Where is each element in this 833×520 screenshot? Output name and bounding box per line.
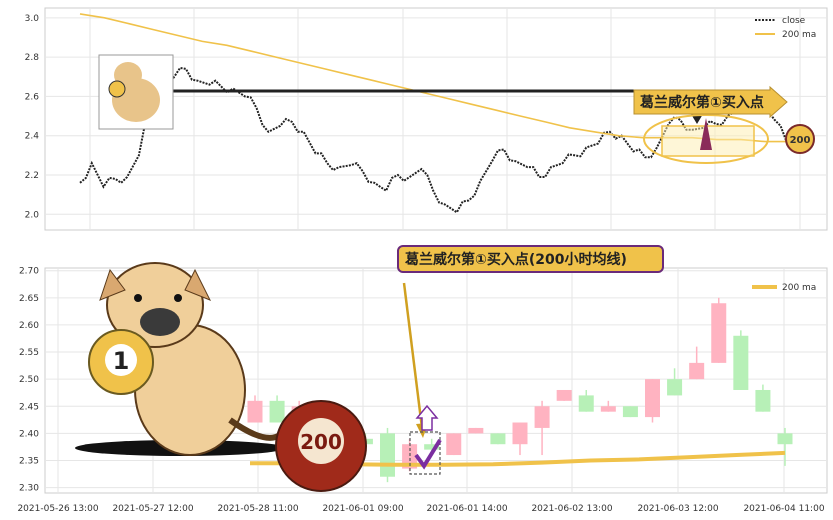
bottom-ytick-label: 2.65 (19, 294, 39, 304)
top-ytick-label: 2.6 (25, 92, 40, 102)
ball-200-small-icon (785, 124, 815, 154)
candle-body (424, 444, 440, 450)
bottom-xtick-label: 2021-06-03 12:00 (637, 504, 718, 514)
bottom-xtick-label: 2021-05-27 12:00 (112, 504, 193, 514)
bottom-xtick-label: 2021-06-01 14:00 (426, 504, 507, 514)
top-ytick-label: 2.4 (25, 132, 40, 142)
bottom-ytick-label: 2.35 (19, 456, 39, 466)
top-ytick-label: 3.0 (25, 14, 40, 24)
candle-body (667, 379, 683, 396)
bottom-xtick-label: 2021-06-02 13:00 (531, 504, 612, 514)
ball-200-small-label: 200 (790, 135, 811, 146)
legend-ma-label: 200 ma (782, 30, 816, 40)
bottom-ytick-label: 2.30 (19, 484, 39, 494)
bottom-callout-text: 葛兰威尔第①买入点(200小时均线) (404, 251, 627, 268)
candle-body (600, 406, 616, 412)
bottom-callout-box (397, 245, 664, 273)
bottom-legend-label: 200 ma (782, 283, 816, 293)
candle-body (711, 303, 727, 363)
top-ytick-label: 2.0 (25, 210, 40, 220)
check-mark-icon (414, 438, 442, 470)
candle-body (468, 427, 484, 434)
candle-body (490, 433, 506, 445)
bottom-ytick-label: 2.70 (19, 267, 39, 277)
candle-body (622, 406, 638, 418)
top-buy-marker (700, 118, 712, 150)
candle-body (402, 444, 418, 469)
bottom-xtick-label: 2021-06-04 11:00 (743, 504, 824, 514)
bottom-ytick-label: 2.45 (19, 402, 39, 412)
dog-thumbnail-icon (98, 54, 174, 130)
bottom-ytick-label: 2.60 (19, 321, 39, 331)
bottom-xtick-label: 2021-06-01 09:00 (322, 504, 403, 514)
top-ytick-label: 2.8 (25, 53, 40, 63)
candle-body (755, 389, 771, 412)
candle-body (247, 400, 263, 423)
top-callout-banner (633, 85, 788, 119)
top-ytick-label: 2.2 (25, 171, 39, 181)
ball-200-large-label: 200 (300, 430, 342, 454)
legend-close-label: close (782, 16, 806, 26)
bottom-xtick-label: 2021-05-26 13:00 (17, 504, 98, 514)
ball-1-label: 1 (113, 347, 130, 375)
candle-body (380, 433, 395, 477)
bottom-arrow-line (402, 282, 424, 429)
candle-body (777, 433, 793, 445)
up-arrow-icon (415, 404, 439, 431)
bottom-ytick-label: 2.55 (19, 348, 39, 358)
candle-body (534, 406, 550, 428)
bottom-ytick-label: 2.50 (19, 375, 39, 385)
bottom-xtick-label: 2021-05-28 11:00 (217, 504, 298, 514)
candle-body (578, 395, 594, 412)
top-callout-text: 葛兰威尔第①买入点 (639, 94, 764, 111)
candle-body (269, 400, 285, 423)
candle-body (512, 422, 528, 445)
close-series-line (79, 66, 811, 214)
candle-body (645, 379, 660, 418)
top-highlight-ellipse (643, 114, 769, 164)
candle-body (556, 389, 572, 401)
bottom-ytick-label: 2.40 (19, 429, 39, 439)
candle-body (689, 362, 705, 380)
top-arrow-head (691, 114, 703, 124)
candle-body (733, 335, 749, 390)
buy-point-box (409, 431, 441, 475)
dog-illustration-icon (75, 262, 285, 456)
candle-body (446, 433, 462, 456)
